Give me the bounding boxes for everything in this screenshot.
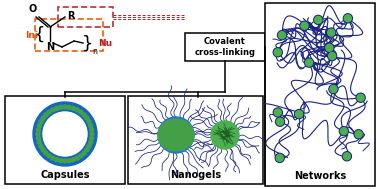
Circle shape	[85, 148, 89, 152]
Circle shape	[344, 15, 352, 22]
Circle shape	[36, 132, 40, 136]
Circle shape	[274, 109, 281, 116]
Circle shape	[273, 108, 282, 117]
Circle shape	[44, 151, 48, 155]
Ellipse shape	[158, 119, 194, 151]
Circle shape	[85, 116, 89, 120]
Circle shape	[342, 152, 352, 161]
Circle shape	[300, 21, 309, 30]
Circle shape	[75, 156, 79, 160]
Circle shape	[41, 148, 45, 152]
Circle shape	[325, 43, 334, 52]
Circle shape	[305, 58, 314, 67]
Circle shape	[44, 113, 48, 117]
Circle shape	[274, 49, 281, 56]
Circle shape	[79, 110, 83, 114]
Circle shape	[63, 159, 67, 163]
Bar	[35, 19, 103, 51]
Circle shape	[59, 105, 63, 109]
Text: Capsules: Capsules	[40, 170, 90, 180]
Bar	[128, 96, 263, 184]
Circle shape	[314, 15, 323, 24]
Text: Covalent
cross-linking: Covalent cross-linking	[195, 37, 256, 57]
Circle shape	[82, 151, 86, 155]
Circle shape	[158, 117, 194, 153]
Text: Ini: Ini	[25, 30, 39, 40]
Circle shape	[294, 110, 304, 119]
Bar	[265, 3, 375, 186]
Circle shape	[89, 140, 93, 144]
Circle shape	[51, 108, 55, 112]
Circle shape	[37, 124, 41, 128]
Circle shape	[90, 132, 94, 136]
Circle shape	[357, 94, 364, 101]
Circle shape	[277, 118, 284, 125]
Circle shape	[355, 131, 362, 138]
Text: N: N	[46, 42, 54, 52]
Circle shape	[343, 14, 352, 23]
Circle shape	[63, 105, 67, 109]
Circle shape	[343, 153, 350, 160]
Circle shape	[90, 136, 94, 140]
Circle shape	[82, 113, 86, 117]
Text: Networks: Networks	[294, 171, 346, 181]
Circle shape	[71, 158, 75, 162]
Circle shape	[90, 128, 94, 132]
Circle shape	[47, 154, 51, 158]
Circle shape	[75, 108, 79, 112]
Bar	[185, 33, 265, 61]
Circle shape	[51, 156, 55, 160]
Circle shape	[36, 128, 40, 132]
Circle shape	[279, 32, 285, 39]
Bar	[5, 96, 125, 184]
Circle shape	[276, 117, 285, 126]
Circle shape	[277, 31, 287, 40]
Circle shape	[55, 158, 59, 162]
Circle shape	[296, 111, 302, 118]
Circle shape	[276, 154, 283, 161]
Circle shape	[339, 127, 349, 136]
Circle shape	[79, 154, 83, 158]
Circle shape	[329, 53, 336, 60]
Circle shape	[59, 159, 63, 163]
Text: Nu: Nu	[98, 40, 112, 49]
Circle shape	[305, 59, 313, 66]
Circle shape	[211, 121, 239, 149]
Circle shape	[37, 140, 41, 144]
Text: }: }	[82, 35, 94, 53]
Circle shape	[273, 48, 282, 57]
Circle shape	[327, 28, 336, 37]
Text: R: R	[67, 11, 74, 21]
Circle shape	[301, 22, 308, 29]
Circle shape	[41, 116, 45, 120]
Circle shape	[67, 159, 71, 163]
Circle shape	[87, 120, 91, 124]
Circle shape	[356, 93, 365, 102]
Circle shape	[89, 124, 93, 128]
Circle shape	[87, 144, 91, 148]
Text: Nanogels: Nanogels	[170, 170, 221, 180]
Circle shape	[354, 130, 363, 139]
Text: n: n	[92, 47, 97, 56]
Circle shape	[330, 86, 337, 93]
Circle shape	[39, 144, 43, 148]
Circle shape	[39, 120, 43, 124]
Circle shape	[275, 153, 284, 162]
Text: {: {	[33, 26, 45, 44]
Circle shape	[67, 105, 71, 109]
Circle shape	[71, 106, 75, 110]
Circle shape	[43, 112, 87, 156]
Bar	[58, 7, 113, 27]
Circle shape	[315, 16, 322, 23]
Circle shape	[36, 136, 40, 140]
Circle shape	[55, 106, 59, 110]
Circle shape	[326, 44, 333, 51]
Circle shape	[328, 29, 335, 36]
Circle shape	[328, 52, 337, 61]
Text: O: O	[29, 4, 37, 14]
Circle shape	[47, 110, 51, 114]
Circle shape	[329, 84, 338, 94]
Circle shape	[340, 128, 347, 135]
